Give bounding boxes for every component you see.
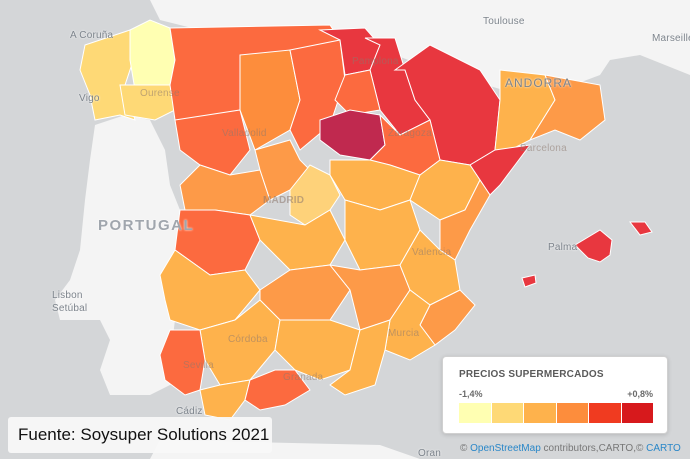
label-sevilla: Sevilla [183, 360, 214, 371]
label-madrid: MADRID [263, 195, 305, 206]
label-marseille: Marseille [652, 33, 690, 44]
label-setubal: Setúbal [52, 303, 88, 314]
legend-bin-5 [589, 403, 622, 423]
province-cadiz[interactable] [199, 379, 251, 421]
label-cadiz: Cádiz [176, 406, 203, 417]
portugal-region [55, 115, 180, 395]
legend-max-label: +0,8% [627, 389, 653, 399]
label-zaragoza: Zaragoza [388, 128, 432, 139]
label-oran: Oran [418, 448, 442, 459]
legend-bin-2 [491, 403, 524, 423]
legend-color-scale [459, 403, 653, 423]
province-madrid[interactable] [289, 164, 341, 226]
source-caption: Fuente: Soysuper Solutions 2021 [8, 417, 272, 453]
legend-bin-6 [621, 403, 653, 423]
attribution-middle: contributors,CARTO,© [540, 443, 647, 454]
province-huelva[interactable] [159, 329, 206, 396]
legend-bin-3 [524, 403, 557, 423]
label-palma: Palma [548, 242, 578, 253]
attribution-prefix: © [460, 443, 471, 454]
label-a-coruna: A Coruña [70, 30, 114, 41]
legend-bin-1 [459, 403, 492, 423]
province-galicia[interactable] [79, 29, 136, 121]
map-attribution: © OpenStreetMap contributors,CARTO,© CAR… [460, 443, 681, 454]
openstreetmap-link[interactable]: OpenStreetMap [470, 443, 541, 454]
label-valladolid: Valladolid [222, 128, 267, 139]
legend: PRECIOS SUPERMERCADOS -1,4% +0,8% [442, 356, 668, 434]
legend-title: PRECIOS SUPERMERCADOS [459, 369, 604, 380]
label-valencia: Valencia [412, 247, 452, 258]
label-barcelona: Barcelona [520, 143, 567, 154]
label-lisbon: Lisbon [52, 290, 83, 301]
province-lugo[interactable] [129, 19, 176, 91]
label-pamplona: Pamplona [352, 56, 399, 67]
province-murcia[interactable] [384, 289, 436, 361]
label-toulouse: Toulouse [483, 16, 525, 27]
province-ourense[interactable] [119, 84, 176, 121]
legend-min-label: -1,4% [459, 389, 483, 399]
province-malaga[interactable] [244, 369, 311, 411]
label-portugal: PORTUGAL [98, 217, 195, 234]
label-vigo: Vigo [79, 93, 100, 104]
legend-bin-4 [556, 403, 589, 423]
province-soria[interactable] [319, 109, 386, 161]
carto-link[interactable]: CARTO [646, 443, 681, 454]
label-ourense: Ourense [140, 88, 180, 99]
label-andorra: ANDORRA [505, 76, 573, 90]
legend-range: -1,4% +0,8% [459, 389, 653, 399]
label-cordoba: Córdoba [228, 334, 268, 345]
label-granada: Granada [283, 372, 324, 383]
label-murcia: Murcia [388, 328, 420, 339]
province-baleares[interactable] [574, 229, 613, 263]
